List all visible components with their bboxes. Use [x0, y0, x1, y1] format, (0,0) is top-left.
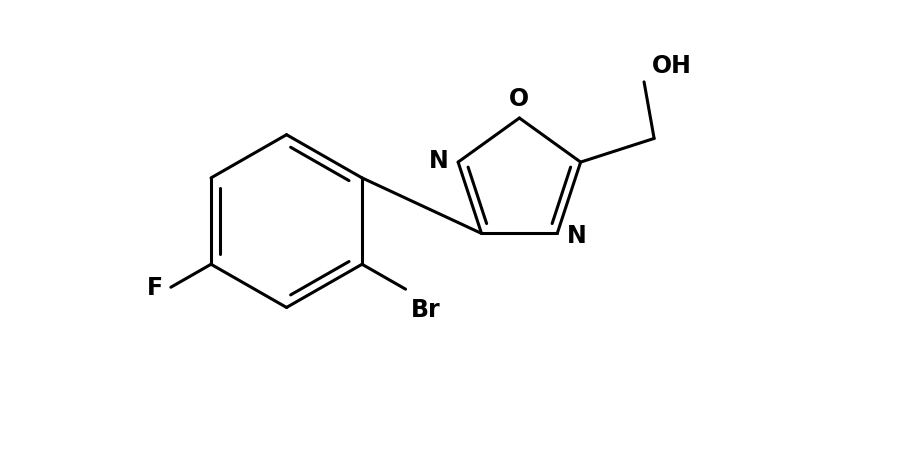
Text: F: F — [146, 276, 163, 299]
Text: N: N — [428, 149, 448, 173]
Text: N: N — [566, 224, 586, 248]
Text: OH: OH — [651, 54, 691, 78]
Text: Br: Br — [410, 297, 440, 321]
Text: O: O — [508, 87, 529, 111]
